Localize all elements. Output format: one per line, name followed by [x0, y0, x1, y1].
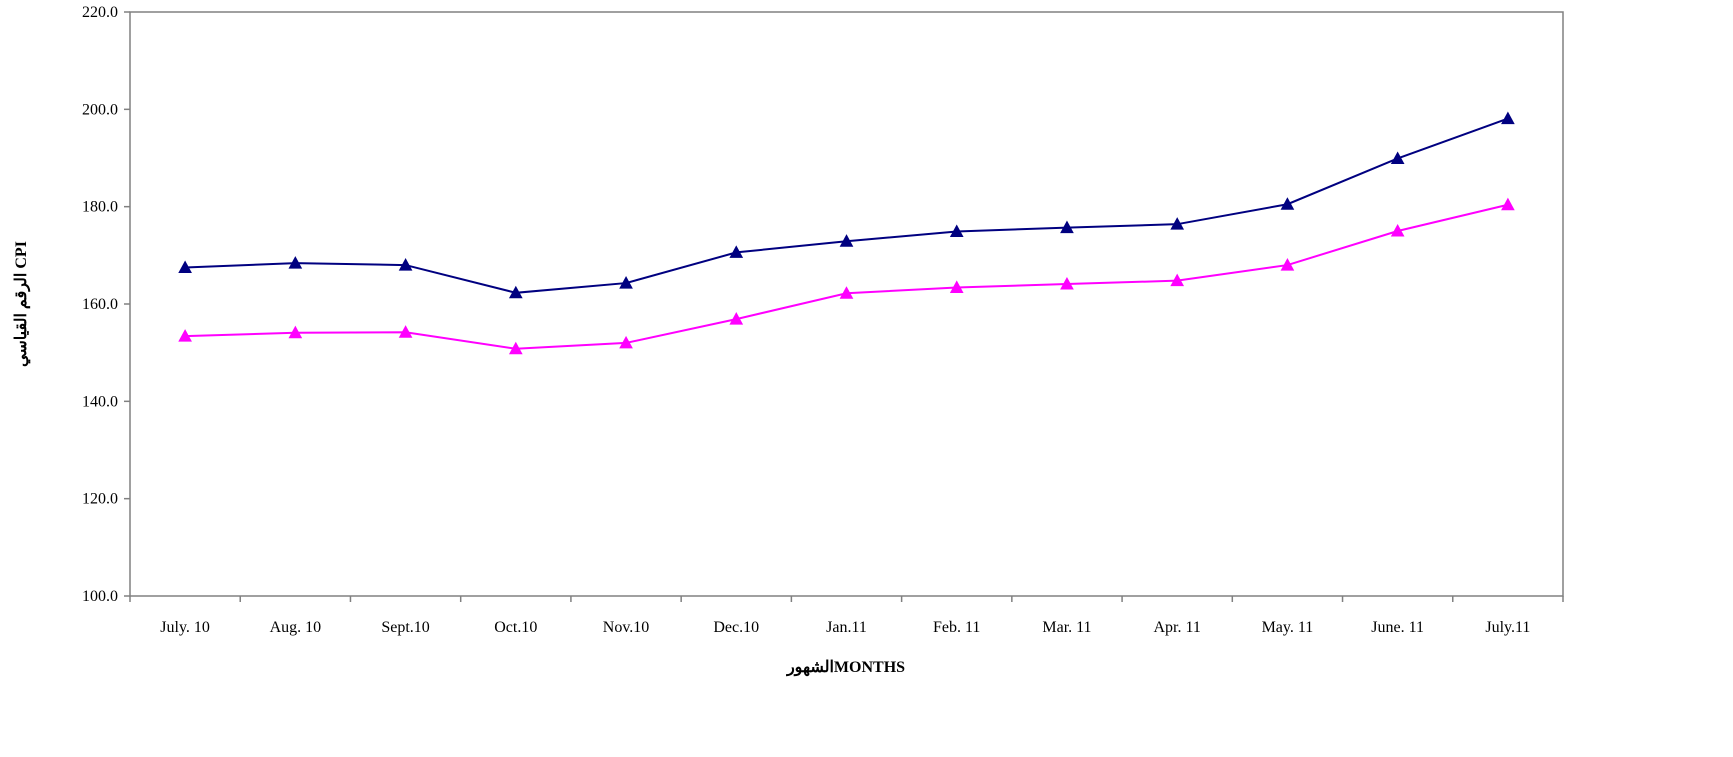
series-2-point — [1501, 197, 1515, 211]
series-2-point — [1280, 258, 1295, 271]
x-tick-label: May. 11 — [1262, 619, 1314, 636]
x-tick-label: June. 11 — [1371, 619, 1424, 636]
series-2-point — [178, 329, 192, 342]
x-tick-label: Feb. 11 — [933, 619, 980, 636]
series-2-point — [839, 286, 854, 299]
series-2-point — [729, 312, 744, 325]
x-tick-label: Nov.10 — [603, 619, 650, 636]
x-tick-label: Aug. 10 — [270, 619, 322, 636]
series-2-point — [508, 341, 523, 355]
series-1-point — [1390, 151, 1405, 164]
y-tick-label: 200.0 — [82, 101, 118, 118]
y-tick-label: 140.0 — [82, 393, 118, 410]
x-tick-label: Oct.10 — [494, 619, 537, 636]
series-2-point — [619, 335, 633, 349]
y-tick-label: 180.0 — [82, 199, 118, 216]
y-tick-label: 100.0 — [82, 588, 118, 605]
series-1-point — [1170, 217, 1185, 230]
series-1-point — [508, 285, 523, 299]
x-tick-label: Mar. 11 — [1042, 619, 1091, 636]
x-axis-title: الشهورMONTHS — [786, 659, 905, 677]
y-tick-label: 120.0 — [82, 491, 118, 508]
y-axis-title: الرقم القياسي CPI — [13, 241, 31, 367]
plot-area — [129, 11, 1564, 597]
series-1-point — [288, 256, 303, 269]
x-tick-label: Dec.10 — [713, 619, 759, 636]
series-1-point — [619, 276, 633, 289]
y-tick-label: 160.0 — [82, 296, 118, 313]
series-2-point — [288, 325, 303, 339]
series-1-point — [178, 260, 192, 273]
x-tick-label: Jan.11 — [826, 619, 867, 636]
series-1-point — [839, 234, 854, 247]
series-1-point — [1060, 220, 1074, 234]
x-tick-label: July. 10 — [160, 619, 210, 636]
x-tick-label: Sept.10 — [381, 619, 429, 636]
series-layer — [178, 111, 1515, 355]
y-axis-ticks: 100.0 120.0 140.0 160.0 180.0 200.0 220.0 — [82, 4, 130, 605]
series-2-point — [1390, 223, 1405, 237]
series-1-point — [1501, 111, 1515, 125]
series-2-point — [398, 325, 413, 338]
x-axis-ticks: July. 10 Aug. 10 Sept.10 Oct.10 Nov.10 Dec.10… — [129, 596, 1564, 636]
series-1-point — [398, 258, 413, 271]
series-2-point — [1170, 273, 1185, 287]
series-1-point — [1280, 197, 1295, 210]
series-2-point — [1060, 277, 1074, 290]
x-tick-label: July.11 — [1485, 619, 1530, 636]
series-2-point — [949, 280, 964, 293]
y-tick-label: 220.0 — [82, 4, 118, 21]
x-tick-label: Apr. 11 — [1153, 619, 1200, 636]
series-1-point — [729, 245, 744, 258]
series-1-point — [949, 224, 964, 237]
